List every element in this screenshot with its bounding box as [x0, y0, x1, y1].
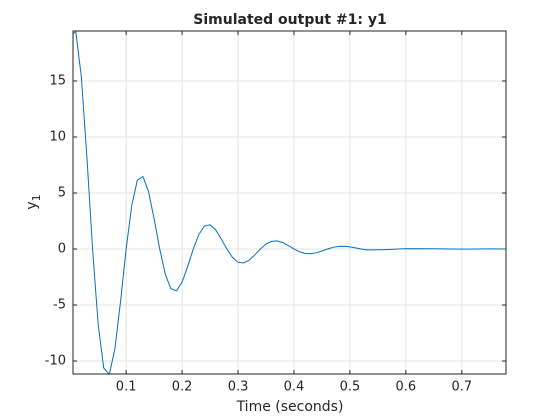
x-tick-label: 0.1	[116, 380, 137, 395]
x-tick-label: 0.6	[396, 380, 417, 395]
data-line	[73, 31, 506, 374]
y-axis-label: y1	[24, 194, 43, 209]
y-tick-label: 0	[58, 241, 66, 256]
x-axis-label: Time (seconds)	[236, 399, 344, 415]
x-tick-label: 0.5	[340, 380, 361, 395]
y-axis-label-main: y	[24, 201, 40, 209]
x-tick-label: 0.3	[228, 380, 249, 395]
x-tick-label: 0.4	[284, 380, 305, 395]
y-axis-label-subscript: 1	[30, 194, 43, 201]
x-tick-label: 0.7	[451, 380, 472, 395]
y-tick-label: 15	[49, 73, 66, 88]
axes-box	[72, 30, 507, 375]
y-tick-label: 10	[49, 129, 66, 144]
chart-title: Simulated output #1: y1	[193, 12, 386, 28]
x-tick-label: 0.2	[172, 380, 193, 395]
y-tick-label: -10	[45, 354, 66, 369]
y-tick-label: -5	[53, 297, 66, 312]
y-tick-label: 5	[58, 185, 66, 200]
